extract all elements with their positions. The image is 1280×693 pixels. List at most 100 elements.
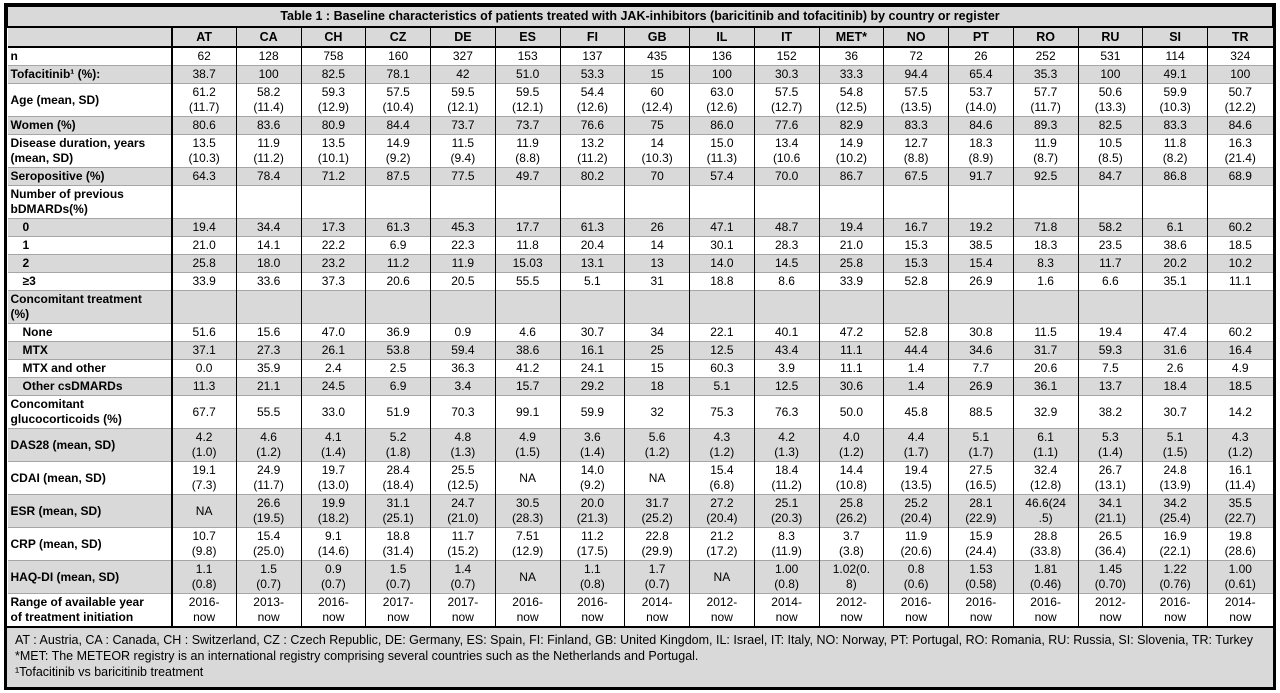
table-cell: 14.2	[1207, 395, 1273, 429]
table-cell: 1.1 (0.8)	[559, 560, 625, 594]
table-cell: 2012- now	[689, 593, 755, 626]
table-cell: 531	[1077, 46, 1143, 66]
table-cell: 11.5 (9.4)	[430, 134, 496, 168]
table-cell: 7.7	[948, 359, 1014, 378]
table-cell: 76.3	[753, 395, 819, 429]
table-cell: 84.7	[1077, 167, 1143, 186]
table-cell: NA	[494, 461, 560, 495]
table-cell: 72	[883, 46, 949, 66]
table-cell: 28.8 (33.8)	[1012, 527, 1078, 561]
table-cell: 15.4 (25.0)	[235, 527, 301, 561]
table-cell: 15	[624, 359, 690, 378]
column-header: RO	[1012, 27, 1078, 48]
table-cell: 25.8 (26.2)	[818, 494, 884, 528]
table-cell: 10.5 (8.5)	[1077, 134, 1143, 168]
table-cell: 22.8 (29.9)	[624, 527, 690, 561]
table-cell: 86.7	[818, 167, 884, 186]
table-cell: 33.0	[300, 395, 366, 429]
table-cell: 12.5	[753, 377, 819, 396]
table-cell	[1077, 185, 1143, 219]
table-cell: 53.3	[559, 65, 625, 84]
table-cell	[1142, 185, 1208, 219]
table-cell	[624, 290, 690, 324]
table-cell: 13.1	[559, 254, 625, 273]
table-cell: 46.6(24 .5)	[1012, 494, 1078, 528]
table-cell: 12.7 (8.8)	[883, 134, 949, 168]
table-cell: 100	[1207, 65, 1273, 84]
table-cell: 59.9	[559, 395, 625, 429]
table-cell: 44.4	[883, 341, 949, 360]
table-row: 2 25.8 18.0 23.2 11.2 11.9 15.03 13.1 13 14.0 14.5…	[7, 254, 1273, 273]
table-cell	[1142, 290, 1208, 324]
table-cell: 35.9	[235, 359, 301, 378]
table-cell	[689, 185, 755, 219]
table-cell: 18.8 (31.4)	[365, 527, 431, 561]
table-cell: 24.5	[300, 377, 366, 396]
column-header: CH	[300, 27, 366, 48]
table-cell	[1077, 290, 1143, 324]
table-cell: 27.2 (20.4)	[689, 494, 755, 528]
table-cell: 53.8	[365, 341, 431, 360]
column-header: FI	[559, 27, 625, 48]
table-cell: 5.1	[689, 377, 755, 396]
table-cell: 16.1	[559, 341, 625, 360]
table-cell: 57.7 (11.7)	[1012, 83, 1078, 117]
table-cell: 2012- now	[818, 593, 884, 626]
table-cell: NA	[689, 560, 755, 594]
table-cell: 54.8 (12.5)	[818, 83, 884, 117]
table-cell: 11.8 (8.2)	[1142, 134, 1208, 168]
table-cell: 2012- now	[1077, 593, 1143, 626]
table-cell: 2.4	[300, 359, 366, 378]
table-cell: 2016- now	[300, 593, 366, 626]
table-cell: 19.9 (18.2)	[300, 494, 366, 528]
table-cell: 84.6	[948, 116, 1014, 135]
table-cell: 21.0	[818, 236, 884, 255]
baseline-table-body: Table 1 : Baseline characteristics of pa…	[7, 6, 1273, 626]
table-cell: 11.2 (17.5)	[559, 527, 625, 561]
table-cell: 30.3	[753, 65, 819, 84]
table-cell: 47.2	[818, 323, 884, 342]
footnote-met: *MET: The METEOR registry is an internat…	[15, 649, 699, 663]
row-label: Concomitant glucocorticoids (%)	[7, 395, 173, 429]
table-cell: 20.0 (21.3)	[559, 494, 625, 528]
table-cell: 60 (12.4)	[624, 83, 690, 117]
table-row: Number of previous bDMARDs(%)	[7, 185, 1273, 219]
row-label: ≥3	[7, 272, 173, 291]
table-cell: 59.5 (12.1)	[494, 83, 560, 117]
table-cell: 4.9	[1207, 359, 1273, 378]
table-cell: 26.1	[300, 341, 366, 360]
table-cell: 50.6 (13.3)	[1077, 83, 1143, 117]
table-cell: 26.5 (36.4)	[1077, 527, 1143, 561]
table-cell: 2016- now	[1012, 593, 1078, 626]
table-cell: 2017- now	[365, 593, 431, 626]
row-label: ESR (mean, SD)	[7, 494, 173, 528]
row-label: Number of previous bDMARDs(%)	[7, 185, 173, 219]
table-cell: 11.9 (8.8)	[494, 134, 560, 168]
table-cell: 50.7 (12.2)	[1207, 83, 1273, 117]
table-cell: 2016- now	[948, 593, 1014, 626]
table-cell: 3.4	[430, 377, 496, 396]
row-label: Other csDMARDs	[7, 377, 173, 396]
table-cell	[1012, 290, 1078, 324]
table-cell: 5.3 (1.4)	[1077, 428, 1143, 462]
table-cell: 57.5 (13.5)	[883, 83, 949, 117]
table-cell: 27.3	[235, 341, 301, 360]
table-cell: 20.2	[1142, 254, 1208, 273]
table-cell: 37.1	[171, 341, 237, 360]
table-row: Other csDMARDs 11.3 21.1 24.5 6.9 3.4 15.7 29.2…	[7, 377, 1273, 396]
table-cell: 758	[300, 46, 366, 66]
table-cell: 24.1	[559, 359, 625, 378]
table-cell: 6.1	[1142, 218, 1208, 237]
table-cell: 15.03	[494, 254, 560, 273]
table-cell	[559, 185, 625, 219]
table-cell: 23.2	[300, 254, 366, 273]
table-cell	[365, 185, 431, 219]
table-row: Concomitant treatment (%)	[7, 290, 1273, 324]
column-header: TR	[1207, 27, 1273, 48]
row-label: MTX	[7, 341, 173, 360]
table-cell: 61.3	[559, 218, 625, 237]
table-cell: 70.0	[753, 167, 819, 186]
table-cell: 1.4	[883, 359, 949, 378]
row-label: Seropositive (%)	[7, 167, 173, 186]
table-cell: 13.5 (10.1)	[300, 134, 366, 168]
